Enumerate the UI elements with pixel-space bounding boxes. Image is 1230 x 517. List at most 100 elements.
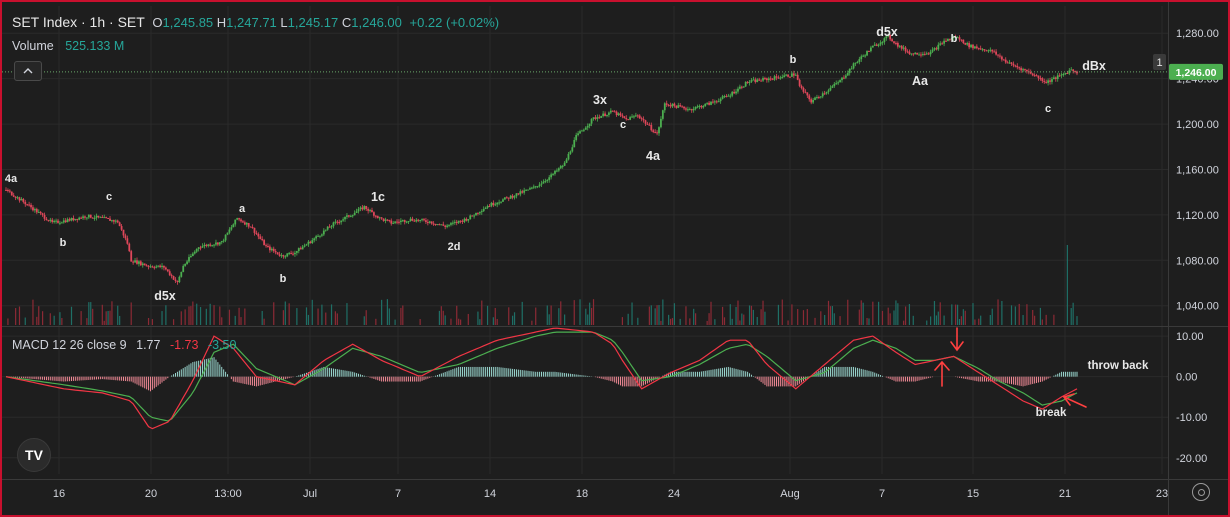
candle-body xyxy=(877,44,880,46)
volume-bar xyxy=(1026,304,1028,325)
candle-body xyxy=(392,222,395,224)
candle-body xyxy=(415,219,418,222)
candle-body xyxy=(646,123,649,125)
candle-body xyxy=(176,280,179,283)
candle-body xyxy=(742,86,745,88)
candle-body xyxy=(563,162,566,166)
candle-body xyxy=(453,221,456,223)
candle-body xyxy=(631,116,633,118)
candle-body xyxy=(193,251,196,254)
candle-body xyxy=(303,245,306,247)
candle-body xyxy=(1068,70,1071,74)
symbol-title[interactable]: SET Index · 1h · SET xyxy=(12,14,145,30)
volume-bar xyxy=(70,306,73,325)
candle-body xyxy=(20,199,23,201)
candle-body xyxy=(238,218,240,220)
candle-body xyxy=(423,219,425,221)
candle-body xyxy=(147,265,150,267)
volume-bar xyxy=(958,318,961,325)
candle-body xyxy=(199,247,202,249)
volume-bar xyxy=(381,299,383,325)
volume-bar xyxy=(111,301,113,325)
candle-body xyxy=(546,179,549,181)
candle-body xyxy=(1060,74,1063,76)
candle-body xyxy=(16,197,19,199)
tradingview-logo[interactable]: TV xyxy=(17,438,51,472)
volume-bar xyxy=(689,318,691,325)
volume-bar xyxy=(109,310,111,325)
candle-body xyxy=(1070,69,1073,71)
candle-body xyxy=(721,96,724,99)
candle-body xyxy=(76,218,79,220)
candle-body xyxy=(245,222,248,225)
wave-label: c xyxy=(106,191,112,203)
candle-body xyxy=(698,105,701,107)
volume-bar xyxy=(513,312,516,325)
candle-body xyxy=(569,151,572,154)
volume-bar xyxy=(117,305,119,325)
macd-y-tick-label: -10.00 xyxy=(1176,412,1207,424)
volume-bar xyxy=(1018,303,1020,325)
volume-bar xyxy=(305,307,308,325)
candle-body xyxy=(190,256,192,258)
candle-body xyxy=(432,223,435,225)
candle-body xyxy=(1029,71,1032,74)
macd-legend[interactable]: MACD 12 26 close 9 1.77 -1.73 -3.50 xyxy=(12,338,236,352)
volume-bar xyxy=(710,301,712,325)
candle-body xyxy=(444,225,447,227)
candle-body xyxy=(794,74,797,76)
volume-bar xyxy=(762,300,764,325)
volume-bar xyxy=(18,306,21,325)
candle-body xyxy=(498,202,501,204)
x-tick-label: 7 xyxy=(879,488,885,500)
volume-bar xyxy=(1066,245,1068,325)
candle-body xyxy=(55,220,57,222)
close-value: 1,246.00 xyxy=(351,15,402,30)
candle-body xyxy=(450,223,452,225)
volume-bar xyxy=(190,306,192,325)
candle-body xyxy=(661,110,664,119)
volume-legend[interactable]: Volume 525.133 M xyxy=(12,39,124,53)
volume-bar xyxy=(904,306,907,325)
volume-bar xyxy=(336,313,338,325)
candle-body xyxy=(609,110,612,113)
wave-label: c xyxy=(1045,103,1051,115)
candle-body xyxy=(507,197,510,199)
volume-bar xyxy=(165,305,167,325)
candle-body xyxy=(1020,68,1023,71)
candle-body xyxy=(968,43,971,48)
candle-body xyxy=(344,216,346,220)
volume-bar xyxy=(317,308,319,325)
candle-body xyxy=(954,36,957,38)
candle-body xyxy=(769,78,772,80)
candle-body xyxy=(1018,67,1021,69)
candle-body xyxy=(887,35,890,37)
candle-body xyxy=(1052,77,1055,80)
volume-bar xyxy=(311,299,313,325)
volume-bar xyxy=(508,307,510,325)
candle-body xyxy=(715,101,718,103)
candle-body xyxy=(139,261,142,266)
candle-body xyxy=(529,188,531,190)
volume-bar xyxy=(737,300,739,325)
candle-body xyxy=(1064,73,1067,75)
candle-body xyxy=(373,212,375,216)
volume-bar xyxy=(791,304,793,325)
candle-body xyxy=(1045,81,1048,83)
candle-body xyxy=(848,68,851,74)
volume-bar xyxy=(656,305,658,325)
candle-body xyxy=(290,252,292,254)
volume-bar xyxy=(458,318,460,325)
settings-icon[interactable] xyxy=(1192,483,1210,501)
candle-body xyxy=(746,81,749,83)
candle-body xyxy=(378,217,381,219)
candle-body xyxy=(802,87,805,92)
volume-bar xyxy=(587,314,589,325)
collapse-legend-button[interactable] xyxy=(14,61,42,81)
volume-bar xyxy=(282,310,284,325)
candle-body xyxy=(550,174,553,178)
volume-bar xyxy=(671,318,674,325)
candle-body xyxy=(869,47,872,52)
candle-body xyxy=(1054,77,1057,79)
